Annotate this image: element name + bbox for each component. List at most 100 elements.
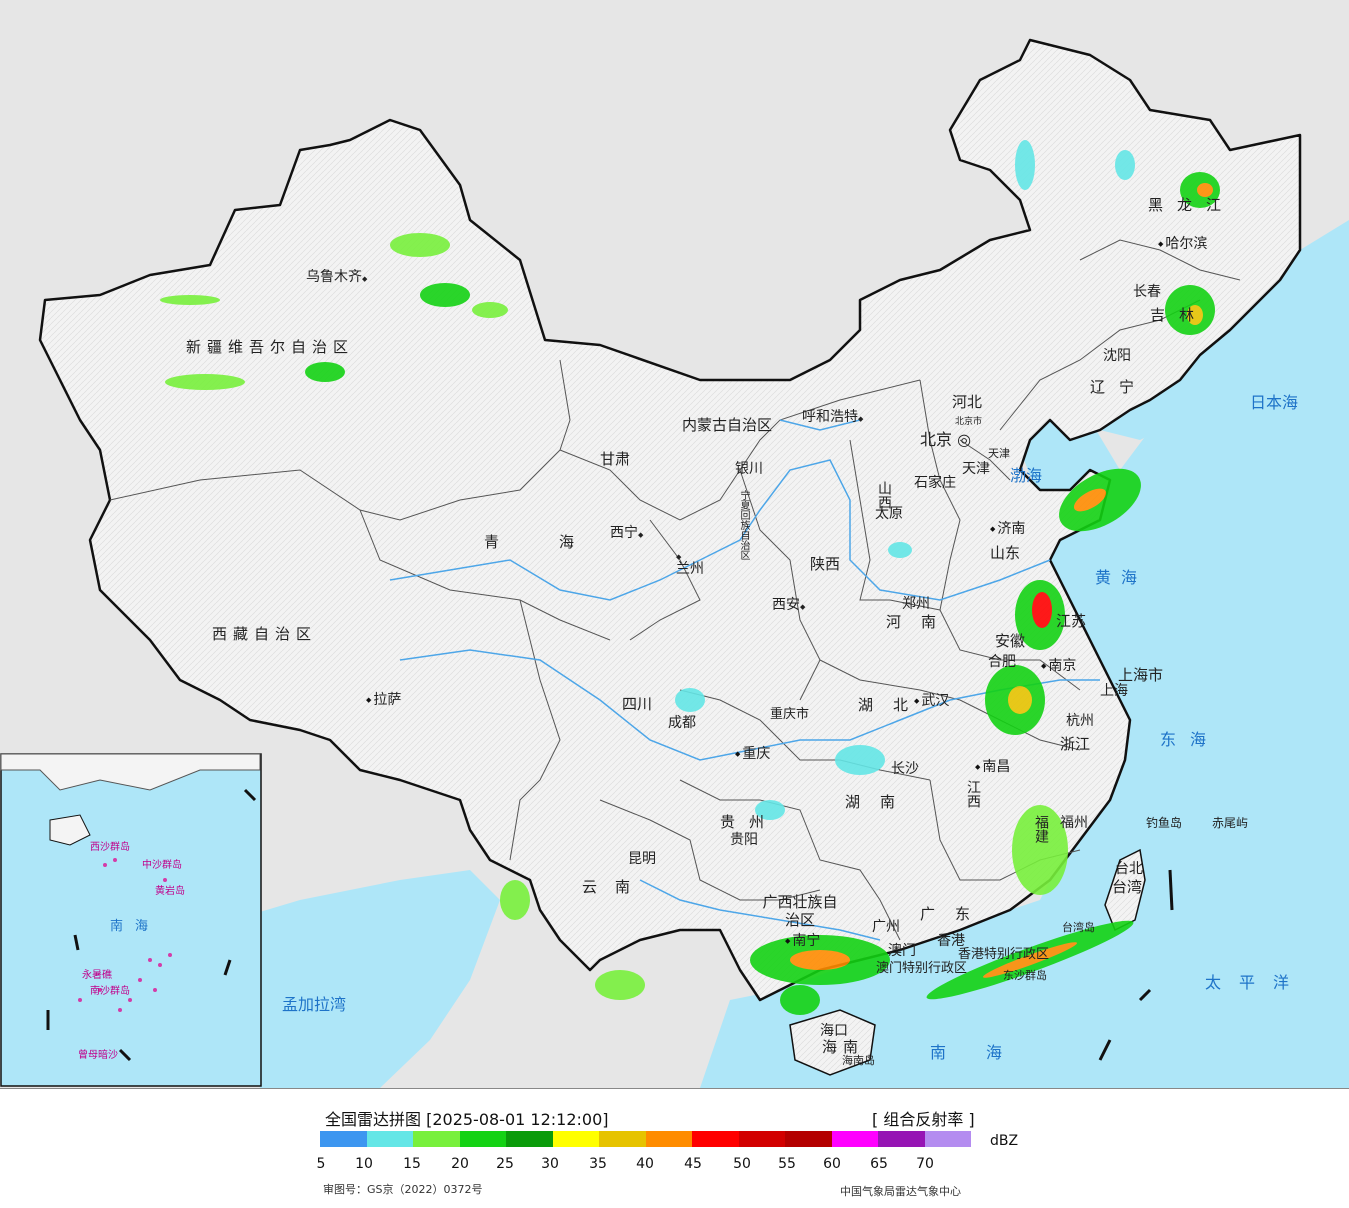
province-label: 云南: [582, 878, 649, 896]
scale-tick: 55: [778, 1156, 796, 1172]
city-label: 南京: [1041, 659, 1076, 673]
province-label: 台湾: [1112, 878, 1143, 896]
city-label: 武汉: [914, 694, 949, 708]
province-label: 河南: [886, 613, 957, 631]
legend-product: [ 组合反射率 ]: [872, 1110, 975, 1129]
scale-tick: 35: [589, 1156, 607, 1172]
city-label: 乌鲁木齐◆: [306, 269, 368, 285]
province-label: 宁夏回族自治区: [738, 490, 749, 560]
scale-tick: 65: [870, 1156, 888, 1172]
city-label: 台北: [1115, 861, 1143, 877]
province-label: 黑龙江: [1148, 196, 1236, 214]
scale-swatch: [692, 1131, 739, 1147]
city-label: 北京 ◎: [920, 430, 972, 449]
sea-label: 孟加拉湾: [282, 995, 347, 1014]
scale-tick: 70: [916, 1156, 934, 1172]
city-label: 西安◆: [772, 597, 806, 613]
hainan-shape: [789, 1009, 876, 1076]
province-label: 江苏: [1056, 612, 1087, 630]
island-label: 赤尾屿: [1212, 816, 1249, 830]
province-label: 天津: [988, 447, 1010, 460]
province-label: 河北: [952, 393, 983, 411]
city-label: 哈尔滨: [1158, 237, 1207, 251]
city-label: 呼和浩特◆: [802, 409, 864, 425]
province-label: 辽宁: [1090, 378, 1149, 396]
scale-swatch: [924, 1131, 971, 1147]
province-label: 澳门特别行政区: [876, 961, 968, 976]
city-label: 长春: [1133, 284, 1161, 300]
city-label: 成都: [668, 715, 696, 731]
city-label: ◆ 兰州: [676, 553, 704, 577]
map-approval: 审图号：GS京（2022）0372号: [323, 1183, 483, 1196]
city-label: 香港: [937, 933, 965, 949]
city-label: 福州: [1060, 815, 1088, 831]
scale-swatch: [878, 1131, 925, 1147]
province-label: 广东: [920, 905, 991, 923]
city-label: 澳门: [888, 943, 916, 959]
inset-label: 永暑礁: [82, 970, 112, 981]
scale-tick: 40: [636, 1156, 654, 1172]
scale-tick: 15: [403, 1156, 421, 1172]
province-label: 贵州: [720, 813, 779, 831]
scale-swatch: [413, 1131, 460, 1147]
province-label: 安徽: [995, 632, 1026, 650]
sea-label: 东海: [1160, 730, 1221, 749]
inset-label: 黄岩岛: [155, 886, 185, 897]
radar-map: 乌鲁木齐◆ 拉萨 西宁◆ ◆兰州 银川 呼和浩特◆ 北京 ◎ 天津 石家庄 太原…: [0, 0, 1349, 1089]
province-label: 山东: [990, 544, 1021, 562]
scale-swatch: [320, 1131, 367, 1147]
city-label: 沈阳: [1103, 348, 1131, 364]
scale-tick: 5: [316, 1156, 326, 1172]
scale-swatch: [366, 1131, 413, 1147]
city-label: 南昌: [975, 760, 1010, 774]
island-label: 东沙群岛: [1003, 969, 1047, 982]
city-label: 石家庄: [914, 475, 956, 491]
province-label: 西藏自治区: [212, 625, 318, 643]
map-canvas: [0, 0, 1349, 1088]
island-label: 台湾岛: [1062, 921, 1095, 934]
province-label: 青海: [484, 533, 635, 551]
scale-tick: 60: [823, 1156, 841, 1172]
province-label: 内蒙古自治区: [682, 416, 773, 434]
province-label: 陕西: [810, 555, 841, 573]
islands-dots: [78, 858, 172, 1012]
island-label: 钓鱼岛: [1146, 816, 1183, 830]
city-label: 天津: [962, 461, 990, 477]
province-label: 浙江: [1060, 735, 1091, 753]
city-label: 广州: [872, 919, 900, 935]
bay-of-bengal-area: [200, 870, 500, 1088]
island-label: 海南岛: [842, 1054, 875, 1067]
scale-swatch: [506, 1131, 553, 1147]
scale-tick: 45: [684, 1156, 702, 1172]
city-label: 重庆: [735, 747, 770, 761]
scale-tick: 25: [496, 1156, 514, 1172]
province-label: 福建: [1033, 815, 1049, 843]
sea-label: 南海: [930, 1043, 1043, 1062]
city-label: 郑州: [902, 596, 930, 612]
province-label: 香港特别行政区: [958, 947, 1050, 962]
inset-label: 曾母暗沙: [78, 1050, 118, 1061]
city-label: 贵阳: [730, 832, 758, 848]
province-label: 新疆维吾尔自治区: [186, 338, 355, 356]
inset-label: 南沙群岛: [90, 986, 130, 997]
scale-swatch: [599, 1131, 646, 1147]
inset-label: 中沙群岛: [142, 860, 182, 871]
province-label: 上海市: [1118, 666, 1164, 684]
legend: 全国雷达拼图 [2025-08-01 12:12:00] [ 组合反射率 ] d…: [0, 1089, 1349, 1208]
city-label: 太原: [875, 506, 903, 522]
source-label: 中国气象局雷达气象中心: [840, 1185, 961, 1198]
legend-title: 全国雷达拼图 [2025-08-01 12:12:00]: [325, 1110, 609, 1129]
taiwan-shape: [1104, 848, 1146, 932]
city-label: 合肥: [988, 654, 1016, 670]
city-label: 西宁◆: [610, 525, 644, 541]
province-label: 四川: [622, 695, 653, 713]
city-label: 海口: [820, 1023, 848, 1039]
city-label: 上海: [1100, 683, 1128, 699]
province-label: 甘肃: [600, 450, 631, 468]
city-label: 昆明: [628, 851, 656, 867]
city-label: 拉萨: [366, 693, 401, 707]
sea-label: 黄海: [1095, 568, 1148, 587]
scale-swatch: [459, 1131, 506, 1147]
scale-swatch: [552, 1131, 599, 1147]
east-sea-area: [700, 300, 1349, 1088]
